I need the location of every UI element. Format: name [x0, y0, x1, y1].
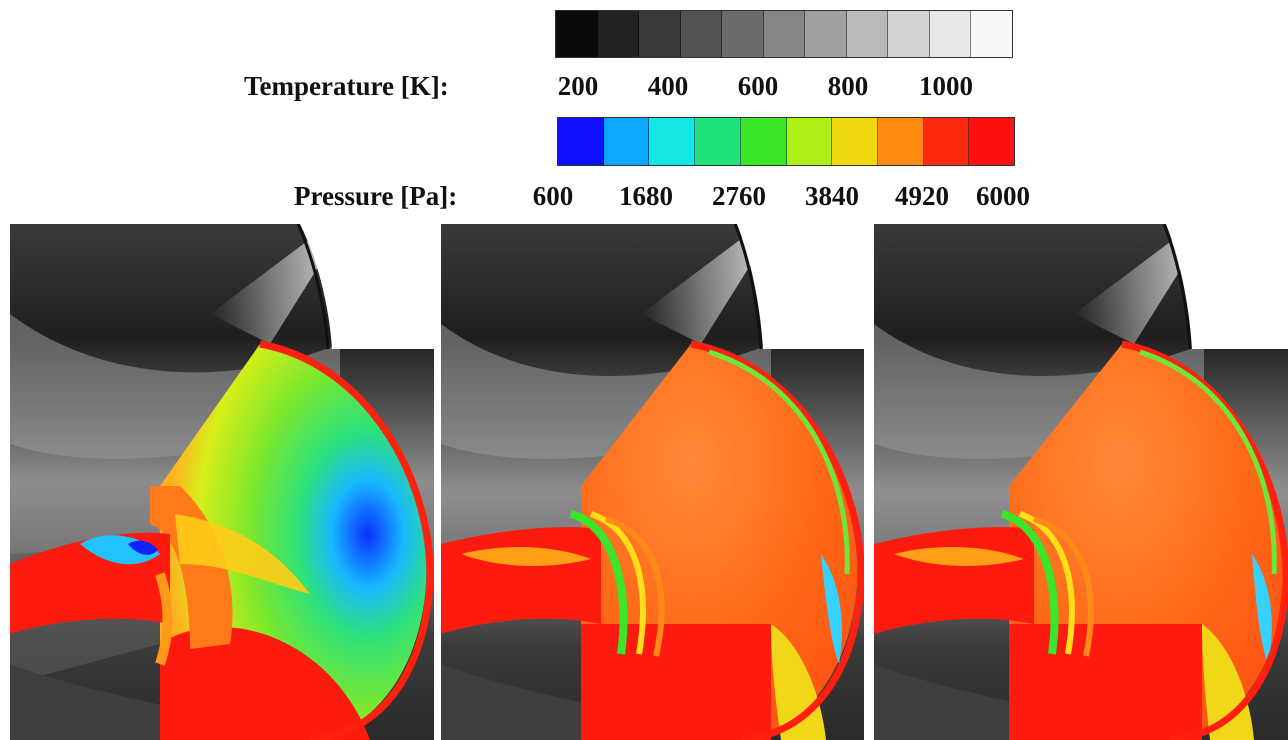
temperature-tick: 200 [558, 71, 599, 102]
pressure-colorbar-cell [878, 118, 924, 165]
temperature-tick: 400 [648, 71, 689, 102]
pressure-tick: 4920 [895, 181, 949, 212]
temperature-colorbar-cell [971, 11, 1012, 57]
temperature-colorbar-cell [722, 11, 764, 57]
flow-field-panel-2 [441, 224, 864, 740]
temperature-tick: 800 [828, 71, 869, 102]
pressure-colorbar-cell [787, 118, 833, 165]
temperature-tick: 1000 [919, 71, 973, 102]
temperature-colorbar-cell [556, 11, 598, 57]
temperature-colorbar-cell [805, 11, 847, 57]
temperature-colorbar-cell [888, 11, 930, 57]
temperature-colorbar-cell [598, 11, 640, 57]
pressure-label: Pressure [Pa]: [294, 181, 457, 212]
pressure-colorbar-cell [604, 118, 650, 165]
temperature-colorbar-cell [764, 11, 806, 57]
pressure-colorbar-cell [695, 118, 741, 165]
temperature-colorbar [555, 10, 1013, 58]
pressure-tick: 1680 [619, 181, 673, 212]
temperature-colorbar-cell [681, 11, 723, 57]
temperature-colorbar-cell [930, 11, 972, 57]
pressure-colorbar-cell [832, 118, 878, 165]
pressure-tick: 2760 [712, 181, 766, 212]
flow-field-panel-3 [874, 224, 1288, 740]
temperature-label: Temperature [K]: [244, 71, 449, 102]
temperature-colorbar-cell [847, 11, 889, 57]
pressure-colorbar-cell [741, 118, 787, 165]
flow-field-panel-1 [10, 224, 434, 740]
pressure-colorbar-cell [924, 118, 970, 165]
legend: Temperature [K]: 200 400 600 800 1000 Pr… [0, 0, 1288, 222]
pressure-tick: 6000 [976, 181, 1030, 212]
pressure-colorbar-cell [649, 118, 695, 165]
pressure-tick: 3840 [805, 181, 859, 212]
pressure-colorbar-cell [969, 118, 1014, 165]
flow-field-render-3 [874, 224, 1288, 740]
temperature-colorbar-cell [639, 11, 681, 57]
temperature-tick: 600 [738, 71, 779, 102]
pressure-tick: 600 [533, 181, 574, 212]
pressure-colorbar-cell [558, 118, 604, 165]
flow-field-render-1 [10, 224, 434, 740]
pressure-colorbar [557, 117, 1015, 166]
flow-field-render-2 [441, 224, 864, 740]
